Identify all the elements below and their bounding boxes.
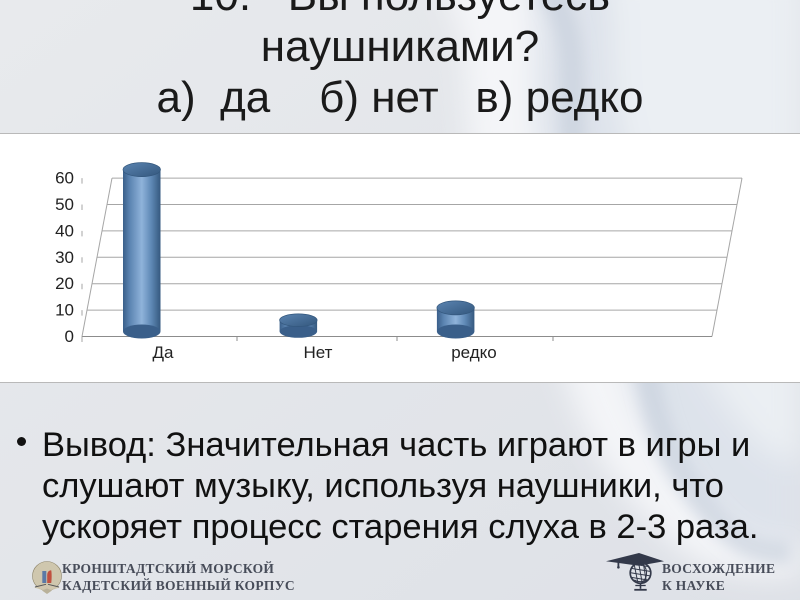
svg-text:Да: Да [153,343,175,362]
svg-text:20: 20 [55,274,74,293]
svg-text:50: 50 [55,195,74,214]
svg-text:30: 30 [55,248,74,267]
svg-text:40: 40 [55,221,74,240]
svg-text:10: 10 [55,301,74,320]
svg-text:60: 60 [55,169,74,188]
svg-text:редко: редко [451,343,497,362]
svg-text:Нет: Нет [304,343,333,362]
svg-text:0: 0 [65,327,74,346]
